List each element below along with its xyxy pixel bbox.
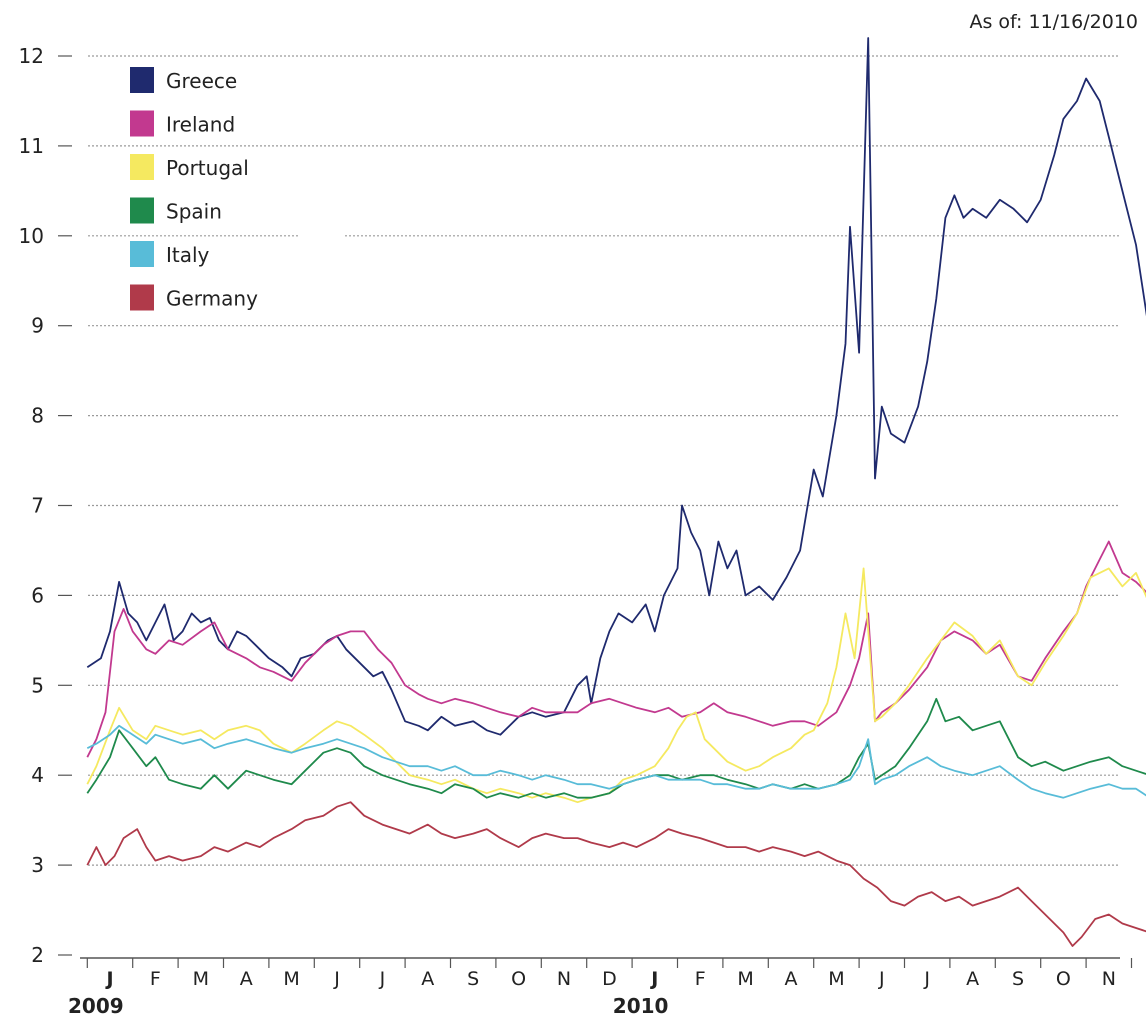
legend-label-germany: Germany: [166, 287, 258, 311]
x-tick-label: S: [467, 968, 479, 990]
x-tick-label: M: [737, 968, 753, 990]
y-tick-label-11: 11: [19, 134, 44, 158]
x-tick-label: A: [966, 968, 979, 990]
legend-label-greece: Greece: [166, 69, 237, 93]
x-tick-label: J: [878, 968, 885, 990]
x-tick-label: F: [150, 968, 161, 990]
series-line-ireland: [86, 540, 1146, 758]
x-tick-label: N: [1102, 968, 1116, 990]
x-tick-label: A: [421, 968, 434, 990]
x-tick-label: S: [1012, 968, 1024, 990]
x-tick-label: A: [785, 968, 798, 990]
x-tick-label: M: [193, 968, 209, 990]
y-tick-label-9: 9: [31, 314, 44, 338]
series-line-portugal: [86, 567, 1146, 804]
year-label-2009: 2009: [68, 994, 124, 1018]
y-tick-label-7: 7: [31, 494, 44, 518]
series-line-italy: [86, 724, 1146, 799]
x-tick-label: J: [379, 968, 386, 990]
as-of-label: As of: 11/16/2010: [969, 11, 1138, 33]
series-line-spain: [86, 697, 1146, 799]
y-tick-label-10: 10: [19, 224, 44, 248]
legend-swatch-portugal: [130, 154, 154, 180]
y-tick-label-3: 3: [31, 853, 44, 877]
x-tick-label: M: [283, 968, 299, 990]
y-tick-label-4: 4: [31, 763, 44, 787]
y-tick-label-6: 6: [31, 583, 44, 607]
x-axis: J F M A M J J A S O N D J F M A M J J A S O N 2009 2010: [68, 957, 1133, 1018]
legend-label-ireland: Ireland: [166, 113, 235, 137]
y-tick-label-5: 5: [31, 673, 44, 697]
series-line-germany: [86, 801, 1146, 947]
y-axis-ticks: 2 3 4 5 6 7 8 9 10 11 12: [19, 44, 72, 967]
x-tick-label: M: [828, 968, 844, 990]
x-tick-label: O: [1056, 968, 1071, 990]
legend: Greece Ireland Portugal Spain Italy Germany: [130, 67, 258, 311]
x-tick-label: F: [695, 968, 706, 990]
x-tick-label: J: [333, 968, 340, 990]
x-tick-label: J: [104, 968, 113, 990]
legend-label-spain: Spain: [166, 200, 222, 224]
x-tick-label: O: [511, 968, 526, 990]
legend-swatch-spain: [130, 197, 154, 224]
x-tick-label: J: [923, 968, 930, 990]
x-tick-label: D: [602, 968, 617, 990]
legend-swatch-italy: [130, 241, 154, 267]
x-tick-label: J: [649, 968, 658, 990]
x-tick-label: A: [240, 968, 253, 990]
x-tick-label: N: [557, 968, 571, 990]
series-lines: [86, 37, 1146, 947]
year-label-2010: 2010: [613, 994, 669, 1018]
y-tick-label-8: 8: [31, 404, 44, 428]
legend-swatch-ireland: [130, 110, 154, 137]
legend-label-italy: Italy: [166, 243, 210, 267]
series-line-greece: [86, 37, 1146, 736]
legend-swatch-germany: [130, 284, 154, 311]
legend-label-portugal: Portugal: [166, 156, 249, 180]
legend-swatch-greece: [130, 67, 154, 93]
y-tick-label-12: 12: [19, 44, 44, 68]
y-tick-label-2: 2: [31, 943, 44, 967]
